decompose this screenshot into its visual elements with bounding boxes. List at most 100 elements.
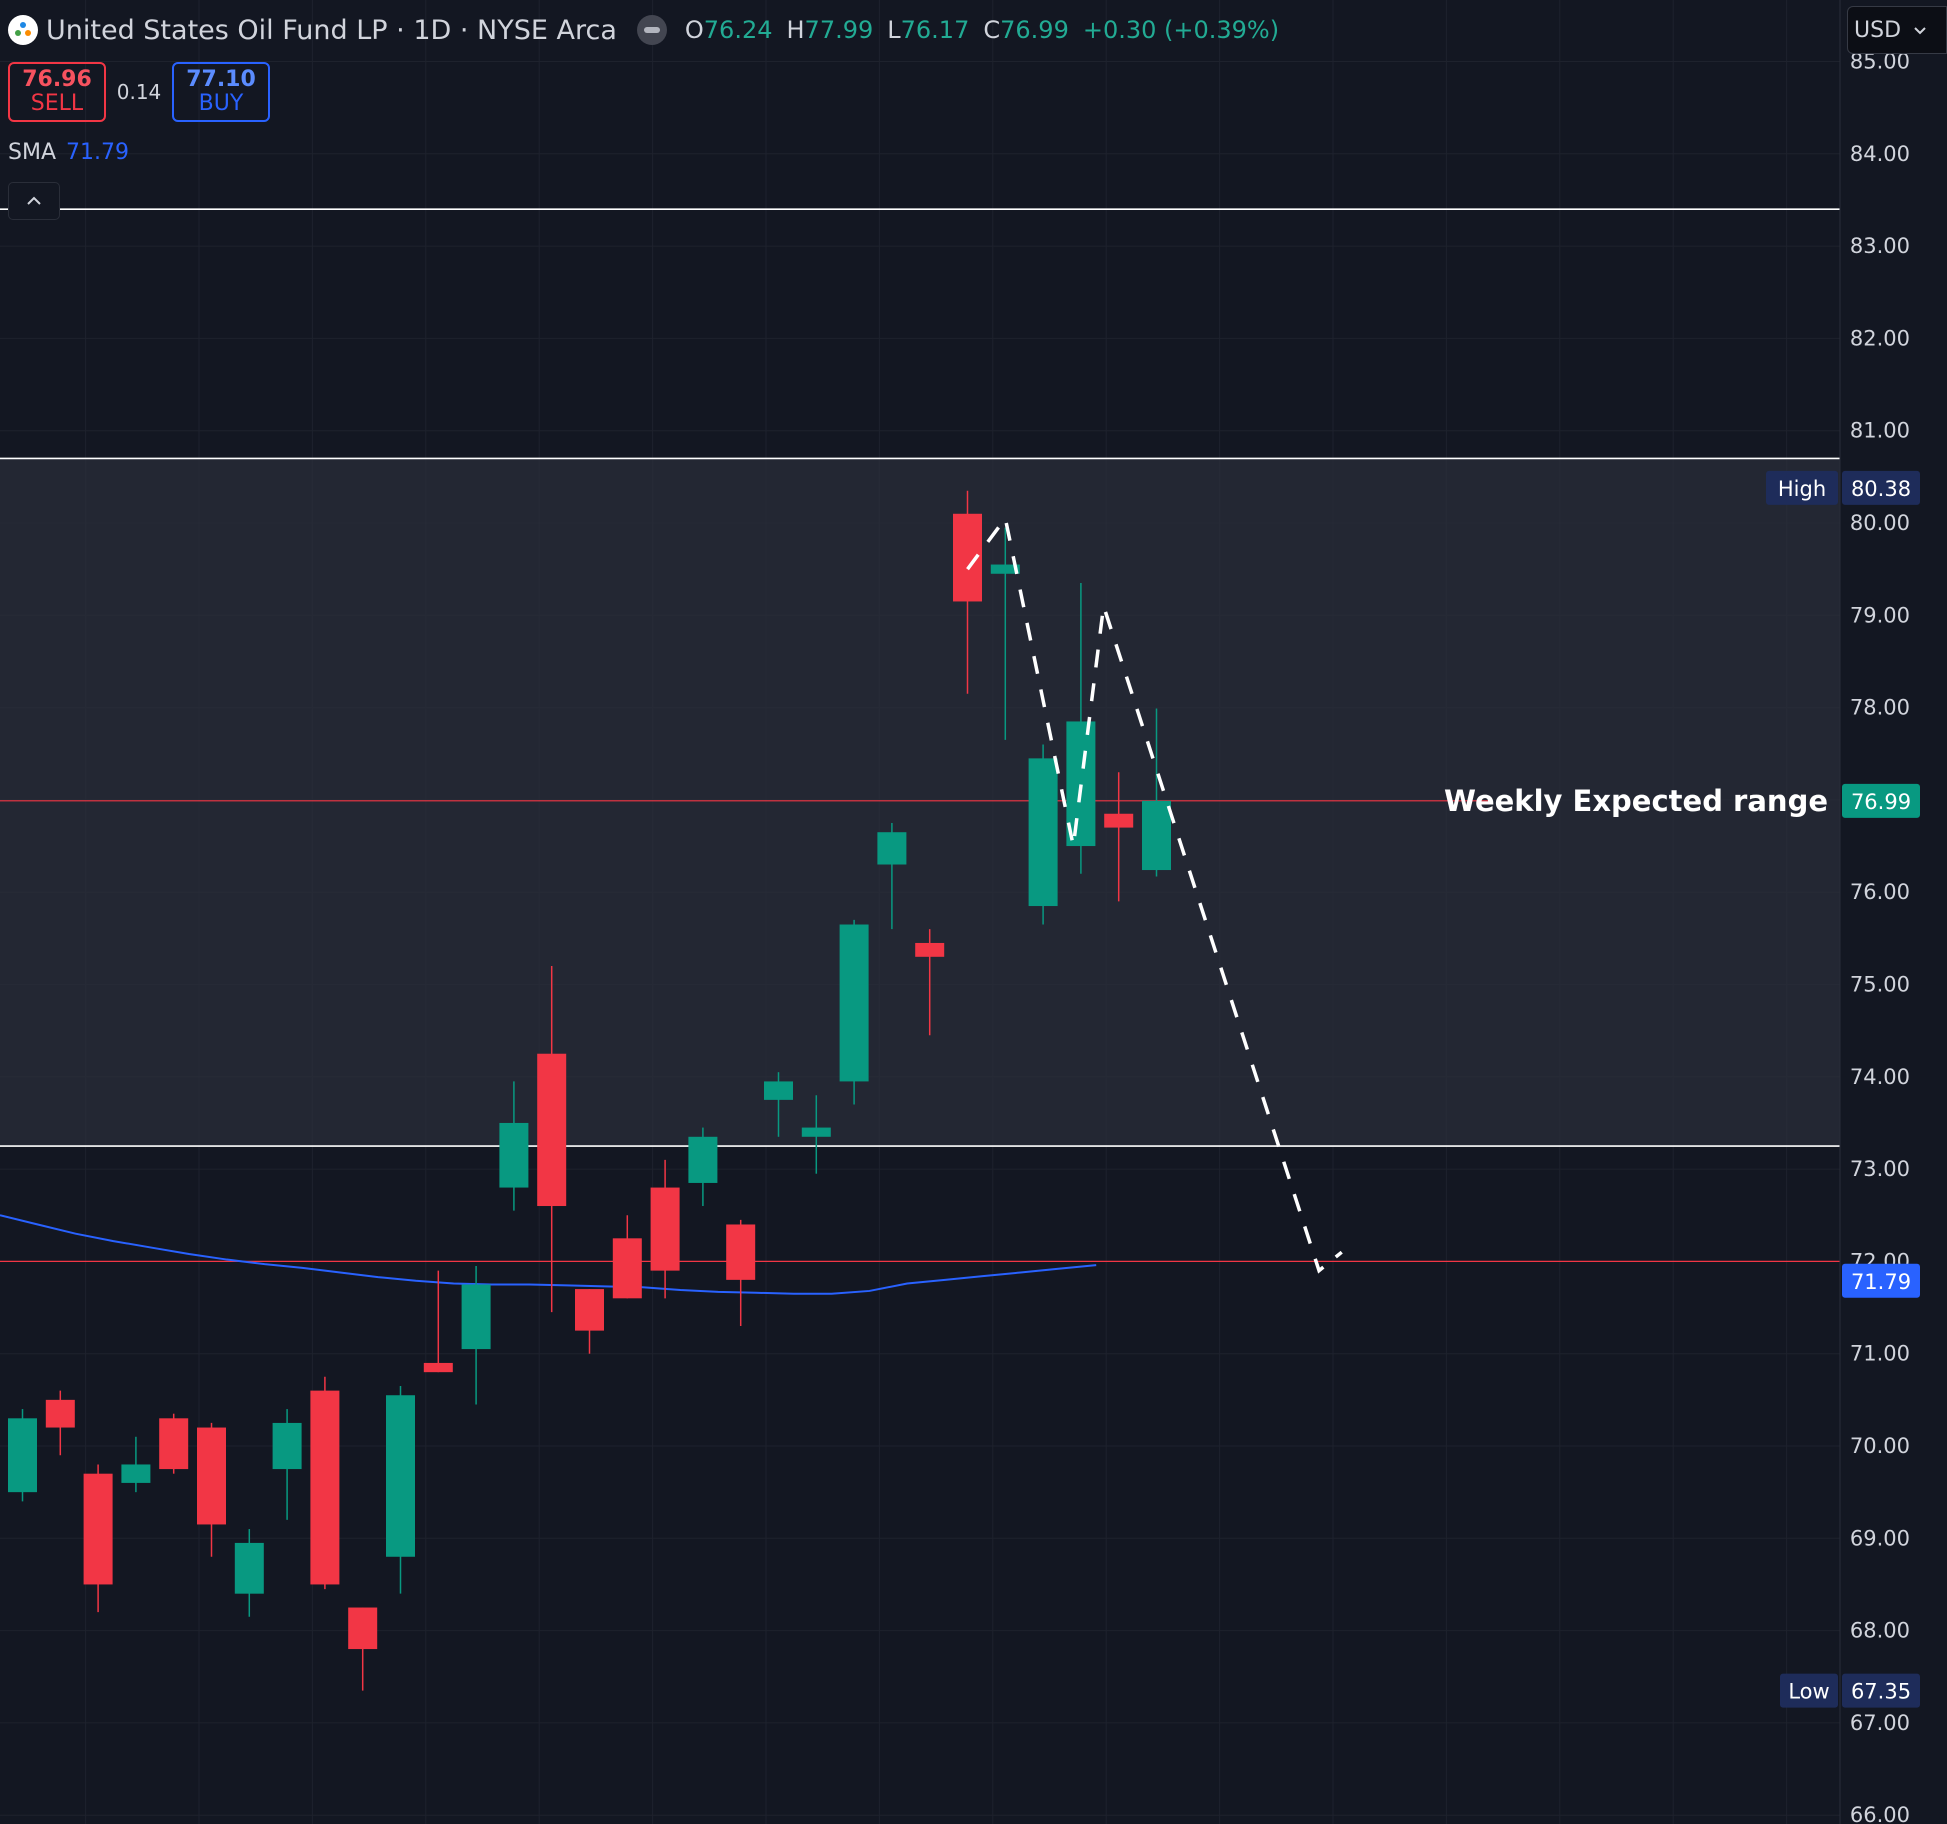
ohlc-low-value: 76.17 <box>900 16 970 44</box>
price-tick-label: 78.00 <box>1850 696 1910 720</box>
candle <box>310 1376 340 1590</box>
candle-body <box>310 1390 340 1585</box>
candle <box>801 1095 831 1174</box>
price-label-bg <box>1842 1263 1920 1298</box>
spread-value: 0.14 <box>116 80 162 104</box>
currency-selector[interactable]: USD <box>1847 6 1947 54</box>
candle <box>8 1409 37 1502</box>
candle <box>197 1422 226 1557</box>
sma-legend[interactable]: SMA 71.79 <box>8 140 129 165</box>
price-tick-label: 69.00 <box>1850 1526 1910 1550</box>
projection-dashed-line <box>966 514 1343 1274</box>
expected-range-box <box>0 458 1840 1147</box>
projection-path <box>966 514 1343 1274</box>
sell-label: SELL <box>30 91 84 116</box>
candle <box>45 1390 75 1456</box>
price-tick-label: 83.00 <box>1850 234 1910 258</box>
price-labels: 80.38 High 76.99 71.79 67.35 Low <box>1766 470 1920 1708</box>
price-label-tag: Low <box>1788 1680 1829 1704</box>
price-change: +0.30 (+0.39%) <box>1082 16 1280 44</box>
candle-body <box>726 1224 756 1280</box>
price-axis[interactable]: 84.00 83.00 82.00 81.00 80.00 79.00 78.00 76.00… <box>1839 0 1947 1824</box>
price-tick-label: 70.00 <box>1850 1434 1910 1458</box>
price-label-text: 67.35 <box>1851 1680 1911 1704</box>
expected-range-fill <box>0 458 1840 1147</box>
candle <box>575 1289 604 1354</box>
candle-body <box>688 1136 718 1183</box>
price-label-text: 71.79 <box>1851 1270 1911 1294</box>
trade-buttons: 76.96 SELL 0.14 77.10 BUY <box>8 62 270 122</box>
price-tick-label: 74.00 <box>1850 1065 1910 1089</box>
candle-body <box>121 1464 151 1483</box>
price-tick-label: 67.00 <box>1850 1711 1910 1735</box>
candle <box>1028 744 1058 925</box>
chevron-up-icon <box>27 196 41 205</box>
candle-body <box>8 1418 37 1493</box>
candles <box>8 490 1171 1691</box>
candle <box>990 527 1020 740</box>
sma-polyline <box>0 1214 1097 1295</box>
candle <box>537 966 567 1313</box>
sell-button[interactable]: 76.96 SELL <box>8 62 106 122</box>
ohlc-high-key: H <box>786 16 805 44</box>
buy-button[interactable]: 77.10 BUY <box>172 62 270 122</box>
candle <box>423 1270 453 1373</box>
candle <box>1066 582 1096 874</box>
chart-header: United States Oil Fund LP · 1D · NYSE Ar… <box>8 8 1279 52</box>
sell-price: 76.96 <box>22 67 92 92</box>
candle <box>688 1127 718 1207</box>
candle-body <box>650 1187 680 1271</box>
candle-body <box>45 1399 75 1428</box>
price-tick-label: 80.00 <box>1850 511 1910 535</box>
price-label-tag: High <box>1778 477 1826 501</box>
ohlc-close-value: 76.99 <box>1000 16 1069 44</box>
collapse-legend-button[interactable] <box>8 182 60 220</box>
price-label-bg <box>1842 783 1920 818</box>
market-status-icon[interactable] <box>636 15 667 45</box>
candle <box>877 822 907 930</box>
price-label-tag-bg <box>1780 1673 1838 1708</box>
currency-label: USD <box>1854 17 1902 43</box>
ohlc-open-value: 76.24 <box>703 16 773 44</box>
candle <box>650 1159 680 1299</box>
price-tick-label: 73.00 <box>1850 1157 1910 1181</box>
price-tick-label: 68.00 <box>1850 1619 1910 1643</box>
candle-body <box>839 924 869 1082</box>
candle <box>499 1081 529 1211</box>
price-tick-label: 79.00 <box>1850 603 1910 627</box>
price-tick-label: 71.00 <box>1850 1342 1910 1366</box>
ohlc-values: O76.24 H77.99 L76.17 C76.99 +0.30 (+0.39… <box>685 16 1279 44</box>
candle <box>915 929 945 1036</box>
symbol-title[interactable]: United States Oil Fund LP · 1D · NYSE Ar… <box>46 14 617 46</box>
sma-label: SMA <box>8 140 56 165</box>
candle <box>1142 708 1171 877</box>
candle-body <box>234 1542 264 1594</box>
candle-body <box>612 1238 642 1299</box>
horizontal-line-label: Weekly Expected range <box>1444 784 1828 818</box>
candle-body <box>348 1607 378 1650</box>
candle <box>83 1464 113 1613</box>
price-tick-label: 82.00 <box>1850 326 1910 350</box>
candle-body <box>272 1422 302 1470</box>
candle <box>1104 772 1134 902</box>
candle-body <box>915 942 945 957</box>
candle-body <box>499 1122 529 1188</box>
candle-body <box>197 1427 226 1525</box>
price-label-bg <box>1842 1673 1920 1708</box>
candle <box>348 1607 378 1691</box>
buy-label: BUY <box>198 91 244 116</box>
candle-body <box>1028 758 1058 907</box>
sma-line <box>0 1214 1097 1295</box>
candle-body <box>575 1289 604 1331</box>
candle-body <box>1066 721 1096 847</box>
candle-body <box>1104 813 1134 828</box>
candle <box>272 1409 302 1520</box>
ohlc-close-key: C <box>983 16 1001 44</box>
candle-body <box>423 1362 453 1373</box>
price-label-text: 80.38 <box>1851 477 1911 501</box>
candle-body <box>386 1395 415 1557</box>
buy-price: 77.10 <box>186 67 256 92</box>
candle-body <box>159 1418 189 1470</box>
candle <box>386 1386 415 1594</box>
